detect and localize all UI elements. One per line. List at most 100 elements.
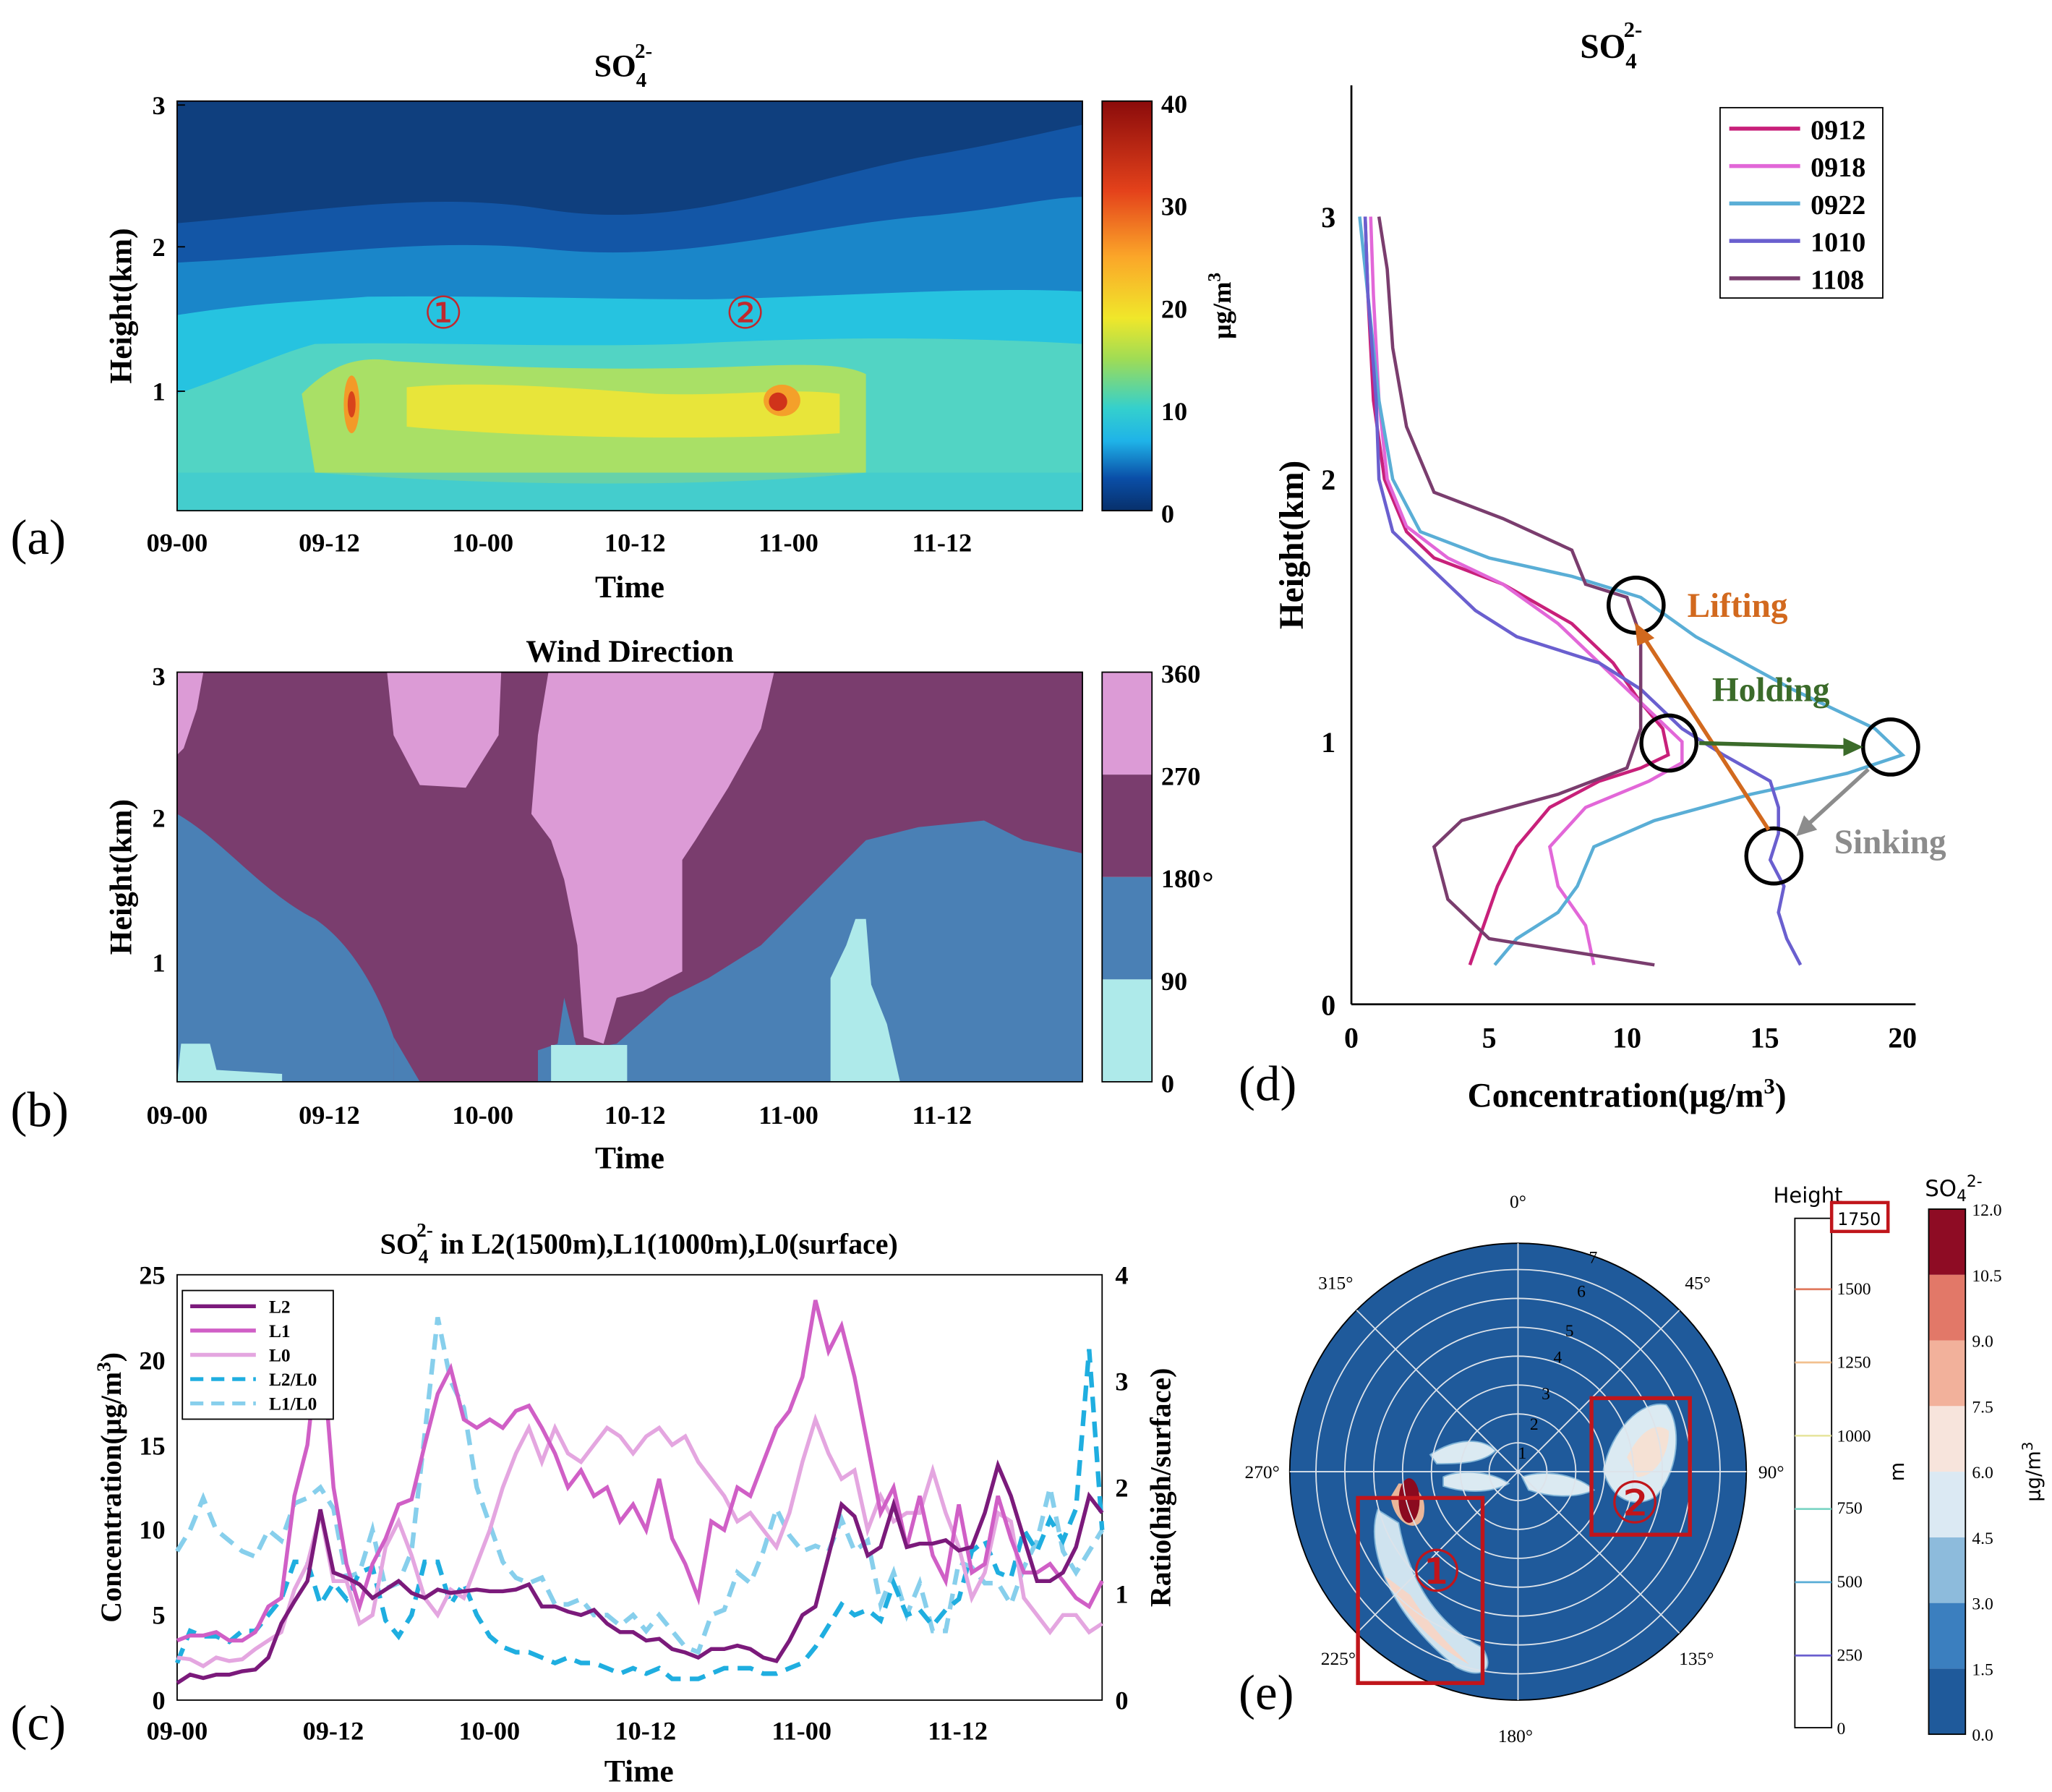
xtick-label: 5 (1482, 1022, 1497, 1054)
xtick-label: 10-12 (604, 528, 666, 557)
legend-label: L1/L0 (269, 1394, 317, 1415)
ytick-label: 0 (152, 1686, 165, 1715)
so4-tick: 1.5 (1972, 1660, 1993, 1679)
holding-arrow (1698, 738, 1863, 756)
panel-b-xticks: 09-00 09-12 10-00 10-12 11-00 11-12 (147, 1101, 972, 1130)
ytick-label: 15 (139, 1431, 165, 1460)
panel-c: SO42- in L2(1500m),L1(1000m),L0(surface)… (11, 1219, 1177, 1788)
so4-colorbar-e: SO42- 12.0 10.5 9.0 7.5 6.0 4.5 3.0 1.5 … (1925, 1173, 2045, 1745)
colorbar-tick: 180 (1161, 864, 1200, 893)
ytick-label: 20 (139, 1346, 165, 1375)
series-line-l2 (176, 1459, 1104, 1685)
xtick-label: 10-12 (604, 1101, 666, 1130)
radial-tick: 2 (1530, 1415, 1539, 1434)
colorbar-tick: 0 (1161, 500, 1174, 529)
annotation-circled-2-polar: ② (1609, 1469, 1661, 1537)
so4-heatmap-field (176, 101, 1083, 511)
ytick-label: 2 (1321, 464, 1335, 496)
xtick-label: 09-12 (299, 1101, 360, 1130)
angle-label: 180° (1498, 1726, 1533, 1746)
colorbar-tick: 360 (1161, 660, 1200, 688)
ytick-label: 2 (152, 804, 165, 833)
polar-radial-ticks: 1 2 3 4 5 6 7 (1518, 1248, 1597, 1463)
xtick-label: 11-12 (912, 1101, 972, 1130)
xtick-label: 0 (1344, 1022, 1359, 1054)
xtick-label: 11-00 (758, 1101, 818, 1130)
height-colorbar: Height 1750 1500 1250 1000 750 500 250 0… (1774, 1183, 1909, 1738)
ytick-label: 0 (1321, 989, 1335, 1021)
y2tick-label: 4 (1115, 1260, 1128, 1289)
angle-label: 45° (1685, 1273, 1711, 1294)
panel-c-yticks: 0 5 10 15 20 25 (139, 1260, 165, 1715)
panel-b-ylabel: Height(km) (103, 799, 138, 955)
height-tick: 1000 (1837, 1427, 1871, 1446)
colorbar-tick: 40 (1161, 90, 1187, 119)
radial-tick: 5 (1565, 1322, 1574, 1341)
radial-tick: 1 (1518, 1444, 1526, 1463)
so4-colorbar-bin (1928, 1274, 1966, 1341)
ytick-label: 3 (152, 91, 165, 120)
panel-a-title: SO42- (594, 40, 652, 92)
so4-colorbar-bin (1928, 1406, 1966, 1472)
so4-tick: 4.5 (1972, 1529, 1993, 1548)
so4-tick: 0.0 (1972, 1726, 1993, 1745)
annotation-sinking: Sinking (1834, 824, 1946, 861)
profile-line-0918 (1369, 216, 1684, 965)
so4-tick: 9.0 (1972, 1333, 1993, 1352)
legend-label: 0918 (1811, 153, 1865, 183)
panel-d: SO42- 0 1 2 3 0 5 10 15 20 Concentration… (1239, 17, 1946, 1115)
sinking-arrow (1796, 767, 1870, 837)
series-line-l2-l0 (175, 1349, 1105, 1681)
panel-b-xlabel: Time (595, 1141, 664, 1176)
so4-colorbar-unit: µg/m3 (2019, 1442, 2045, 1502)
marker-circle-center (1639, 713, 1698, 773)
height-tick: 1500 (1837, 1280, 1871, 1299)
ytick-label: 1 (152, 377, 165, 406)
annotation-circled-1-polar: ① (1411, 1537, 1463, 1605)
angle-label: 315° (1318, 1273, 1353, 1294)
panel-d-xticks: 0 5 10 15 20 (1344, 1022, 1917, 1054)
height-tick: 250 (1837, 1646, 1862, 1665)
colorbar-label: ° (1197, 871, 1229, 883)
series-line-l1 (176, 1300, 1104, 1643)
xtick-label: 09-00 (147, 1101, 208, 1130)
panel-b-yticks: 1 2 3 (152, 662, 165, 978)
panel-c-y2ticks: 0 1 2 3 4 (1115, 1260, 1128, 1715)
xtick-label: 09-00 (147, 1716, 208, 1745)
xtick-label: 20 (1888, 1022, 1917, 1054)
height-highlight-label: 1750 (1837, 1209, 1881, 1229)
colorbar-tick: 20 (1161, 294, 1187, 323)
panel-d-xlabel: Concentration(µg/m3) (1468, 1074, 1787, 1114)
xtick-label: 10-00 (452, 528, 513, 557)
panel-label-b: (b) (11, 1083, 69, 1138)
panel-a-yticks: 1 2 3 (152, 91, 185, 406)
profile-line-0922 (1358, 216, 1906, 966)
marker-circle-holding-right (1861, 717, 1920, 777)
radial-tick: 3 (1542, 1385, 1550, 1404)
legend-label: L2 (269, 1297, 291, 1317)
height-tick: 1250 (1837, 1354, 1871, 1373)
ytick-label: 10 (139, 1516, 165, 1545)
colorbar-tick: 10 (1161, 397, 1187, 426)
panel-label-e: (e) (1239, 1665, 1294, 1720)
annotation-holding: Holding (1712, 671, 1830, 709)
panel-c-title: SO42- in L2(1500m),L1(1000m),L0(surface) (380, 1219, 898, 1267)
so4-tick: 10.5 (1972, 1267, 2001, 1286)
legend-label: 1010 (1811, 228, 1865, 258)
angle-label: 270° (1245, 1462, 1280, 1482)
angle-label: 135° (1679, 1649, 1714, 1669)
so4-colorbar-bin (1928, 1208, 1966, 1275)
so4-colorbar-bin (1928, 1537, 1966, 1603)
so4-tick: 7.5 (1972, 1398, 1993, 1417)
ytick-label: 1 (152, 948, 165, 977)
ytick-label: 1 (1321, 726, 1335, 759)
legend-label: 0912 (1811, 115, 1865, 145)
ytick-label: 2 (152, 233, 165, 262)
height-tick: 500 (1837, 1573, 1862, 1592)
colorbar-tick: 0 (1161, 1069, 1174, 1098)
colorbar-label: µg/m3 (1205, 273, 1237, 339)
legend-label: 1108 (1811, 265, 1864, 295)
xtick-label: 11-12 (928, 1716, 988, 1745)
so4-tick: 3.0 (1972, 1595, 1993, 1614)
